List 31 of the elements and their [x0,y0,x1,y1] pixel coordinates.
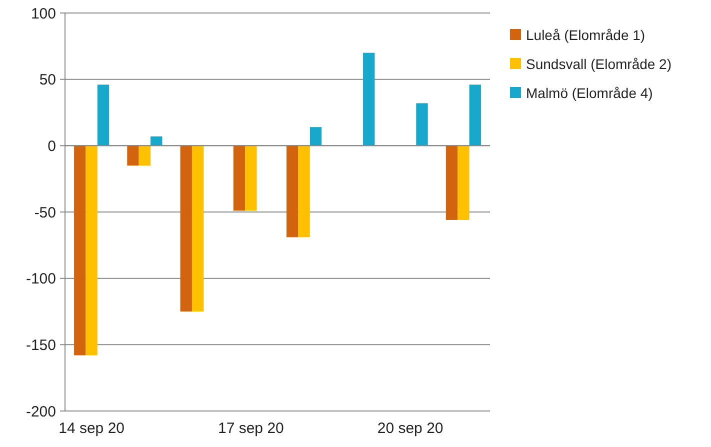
bar [286,146,298,238]
bar [86,146,98,356]
legend-label: Malmö (Elområde 4) [526,84,653,101]
y-tick-label: 0 [48,138,56,155]
bar [127,146,139,166]
bar [469,84,481,146]
bar [416,103,428,146]
bar [180,146,192,312]
y-tick-label: -200 [26,403,56,420]
x-tick-label: 17 sep 20 [218,420,284,437]
legend-label: Luleå (Elområde 1) [526,26,646,43]
y-tick-label: -150 [26,336,56,354]
bar [458,146,470,220]
y-tick-label: 100 [30,5,56,22]
y-tick-label: -50 [34,204,56,222]
bar [363,52,375,146]
bar [74,146,86,356]
y-tick-label: 50 [39,72,56,89]
x-tick-label: 14 sep 20 [58,420,125,437]
bar [298,146,310,238]
bar [245,146,257,211]
bar [192,146,204,312]
bar [446,146,458,220]
x-tick-label: 20 sep 20 [377,420,444,437]
legend-label: Sundsvall (Elområde 2) [526,56,672,72]
bar [150,136,162,146]
bar [233,146,246,211]
bar [310,127,322,146]
bar [138,146,151,166]
y-tick-label: -100 [26,270,56,288]
bar [97,84,110,146]
